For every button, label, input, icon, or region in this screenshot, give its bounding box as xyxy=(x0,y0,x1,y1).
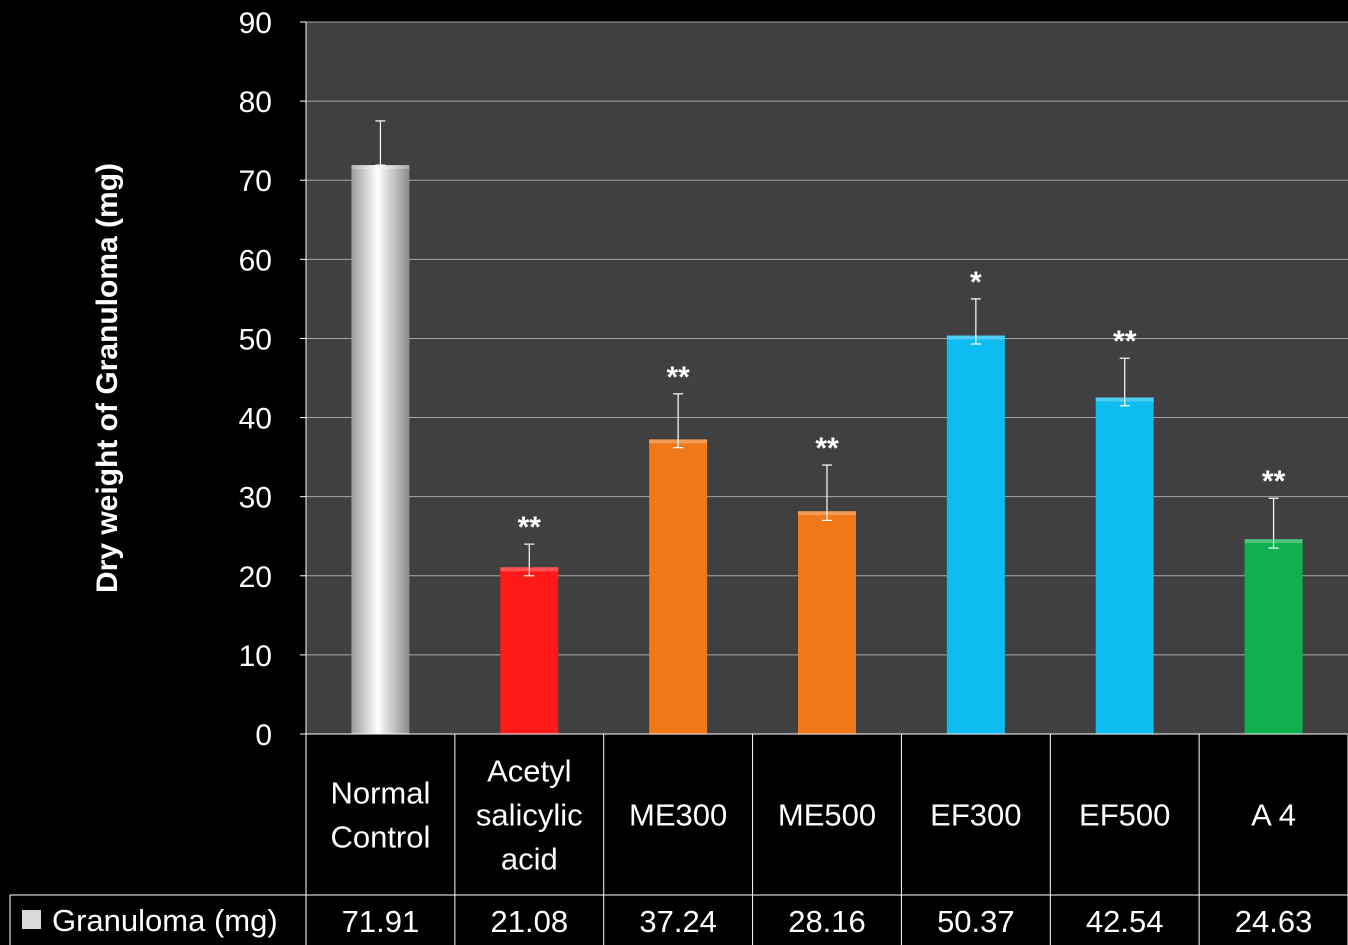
x-tick-label-line: Acetyl xyxy=(487,754,571,789)
legend-swatch xyxy=(22,910,41,929)
data-table-value: 28.16 xyxy=(788,904,866,939)
significance-label: ** xyxy=(666,361,690,394)
x-tick-label-line: A 4 xyxy=(1251,798,1296,833)
data-table-value: 37.24 xyxy=(639,904,717,939)
data-table: Normal Control Acetyl salicylic acid ME300 ME5… xyxy=(9,733,1348,945)
significance-label: * xyxy=(970,266,982,299)
bars: *********** xyxy=(351,120,1303,734)
x-tick-label: ME300 xyxy=(629,798,727,833)
y-tick-label: 60 xyxy=(239,244,272,277)
significance-label: ** xyxy=(1113,325,1137,358)
y-tick-label: 50 xyxy=(239,323,272,356)
x-tick-label-line: salicylic xyxy=(476,798,583,833)
bar xyxy=(351,165,410,734)
data-table-value: 50.37 xyxy=(937,904,1015,939)
bar-cap xyxy=(351,165,410,170)
data-table-value: 71.91 xyxy=(342,904,420,939)
x-tick-label-line: Control xyxy=(330,820,430,855)
y-axis-ticks: 0 10 20 30 40 50 60 70 80 90 xyxy=(239,7,307,752)
bar xyxy=(798,511,856,734)
legend-label: Granuloma (mg) xyxy=(52,903,278,938)
y-tick-label: 10 xyxy=(239,640,272,673)
y-tick-label: 0 xyxy=(255,719,272,752)
y-axis-label: Dry weight of Granuloma (mg) xyxy=(91,163,124,593)
data-table-value: 24.63 xyxy=(1235,904,1313,939)
significance-label: ** xyxy=(815,432,839,465)
x-tick-label: EF300 xyxy=(930,798,1021,833)
bar xyxy=(500,567,559,734)
bar xyxy=(1244,539,1303,734)
y-tick-label: 30 xyxy=(239,482,272,515)
x-tick-label: ME500 xyxy=(778,798,876,833)
y-tick-label: 90 xyxy=(239,7,272,40)
y-tick-label: 40 xyxy=(239,403,272,436)
data-table-value: 21.08 xyxy=(490,904,568,939)
x-tick-label: EF500 xyxy=(1079,798,1170,833)
significance-label: ** xyxy=(1262,465,1286,498)
significance-label: ** xyxy=(518,511,542,544)
x-tick-label: Normal Control xyxy=(330,776,430,855)
x-tick-label-line: EF300 xyxy=(930,798,1021,833)
x-tick-label-line: EF500 xyxy=(1079,798,1170,833)
x-tick-label-line: acid xyxy=(501,842,558,877)
x-tick-label-line: Normal xyxy=(330,776,430,811)
x-tick-label-line: ME300 xyxy=(629,798,727,833)
y-tick-label: 70 xyxy=(239,165,272,198)
y-tick-label: 20 xyxy=(239,561,272,594)
x-tick-label: Acetyl salicylic acid xyxy=(476,754,583,877)
x-tick-label-line: ME500 xyxy=(778,798,876,833)
bar xyxy=(649,439,708,734)
x-tick-label: A 4 xyxy=(1251,798,1296,833)
data-table-value: 42.54 xyxy=(1086,904,1164,939)
y-tick-label: 80 xyxy=(239,86,272,119)
bar xyxy=(946,335,1005,734)
bar xyxy=(1095,397,1154,734)
